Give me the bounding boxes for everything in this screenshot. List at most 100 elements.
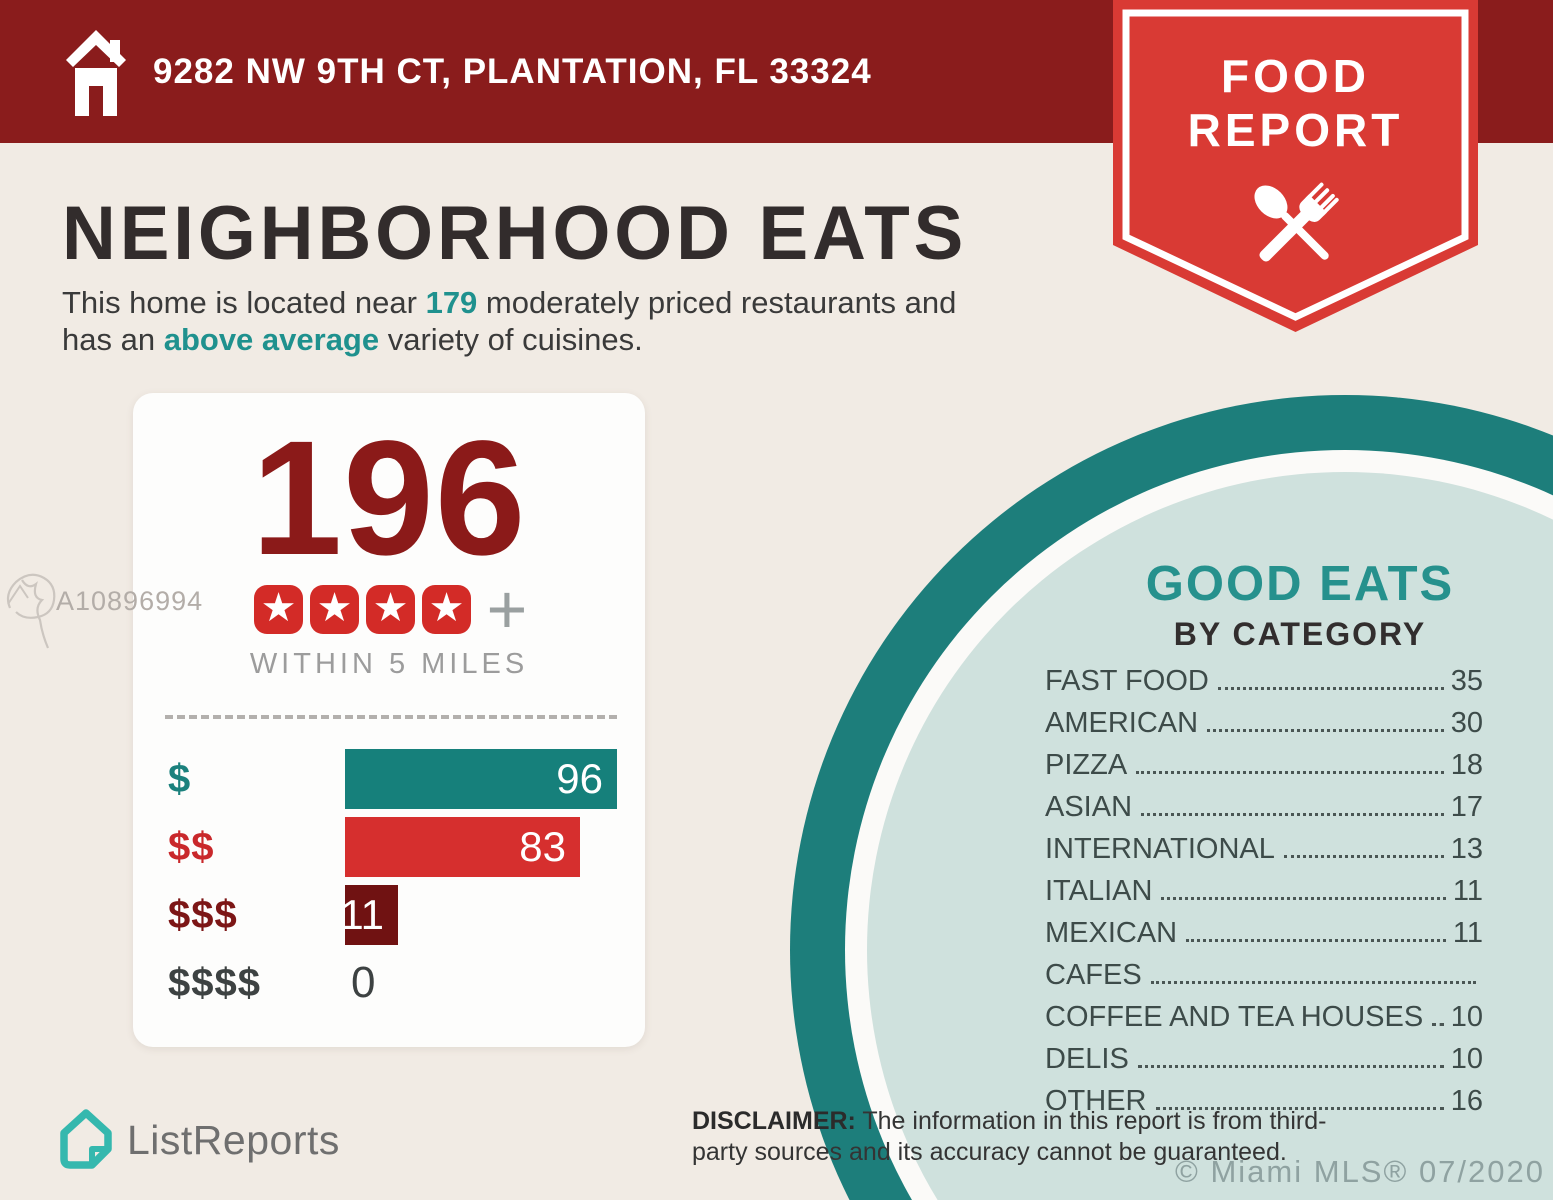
radius-label: WITHIN 5 MILES xyxy=(249,648,529,680)
star-icon: ★ xyxy=(366,585,416,634)
category-value: 10 xyxy=(1450,1043,1483,1075)
intro-part4: variety of cuisines. xyxy=(379,322,643,357)
category-label: INTERNATIONAL xyxy=(1045,833,1275,865)
bar-value: 96 xyxy=(556,755,603,802)
intro-part2: moderately priced restaurants and xyxy=(477,285,957,320)
category-value: 11 xyxy=(1452,875,1483,907)
bar-fill: 83 xyxy=(345,817,580,877)
category-row: PIZZA 18 xyxy=(1045,750,1483,780)
price-tier-label: $ xyxy=(168,756,192,801)
category-label: DELIS xyxy=(1045,1043,1129,1075)
restaurant-total-count: 196 xyxy=(251,406,527,589)
price-row: $$$ 11 xyxy=(168,885,617,945)
category-label: COFFEE AND TEA HOUSES xyxy=(1045,1001,1424,1033)
goodeats-title: GOOD EATS xyxy=(1145,557,1455,611)
price-row: $$ 83 xyxy=(168,817,617,877)
restaurant-summary-card: 196 ★ ★ ★ ★ + WITHIN 5 MILES $96 $$ 83 $$$ 11 $$… xyxy=(133,393,645,1047)
bar-zone: 0 xyxy=(345,953,617,1013)
disclaimer-label: DISCLAIMER: xyxy=(692,1107,856,1135)
category-row: FAST FOOD 35 xyxy=(1045,666,1483,696)
listreports-logo-text: ListReports xyxy=(127,1116,340,1163)
dotted-leader xyxy=(1207,729,1444,732)
category-value: 17 xyxy=(1450,791,1483,823)
category-row: DELIS 10 xyxy=(1045,1044,1483,1074)
price-row: $96 xyxy=(168,749,617,809)
star-icon: ★ xyxy=(254,585,304,634)
listreports-logo: ListReports xyxy=(58,1108,340,1172)
category-label: MEXICAN xyxy=(1045,917,1178,949)
page-title: NEIGHBORHOOD EATS xyxy=(62,191,968,276)
dotted-leader xyxy=(1217,687,1444,690)
property-address: 9282 NW 9TH CT, PLANTATION, FL 33324 xyxy=(153,51,872,91)
dotted-leader xyxy=(1432,1023,1444,1026)
category-label: AMERICAN xyxy=(1045,707,1199,739)
home-icon xyxy=(66,30,126,116)
dotted-leader xyxy=(1137,1065,1444,1068)
category-value: 13 xyxy=(1450,833,1483,865)
category-label: OTHER xyxy=(1045,1085,1147,1117)
dotted-leader xyxy=(1161,897,1446,900)
rating-plus: + xyxy=(486,570,528,648)
mls-watermark-sketch xyxy=(6,573,56,649)
category-value: 30 xyxy=(1450,707,1483,739)
intro-part1: This home is located near xyxy=(62,285,426,320)
mls-credit-watermark: © Miami MLS® 07/2020 xyxy=(1175,1154,1545,1189)
intro-part3: has an xyxy=(62,322,164,357)
price-tier-label: $$ xyxy=(168,824,215,869)
price-tier-label: $$$ xyxy=(168,892,238,937)
star-icon: ★ xyxy=(422,585,472,634)
bar-value: 11 xyxy=(340,891,384,938)
category-row: INTERNATIONAL 13 xyxy=(1045,834,1483,864)
card-divider xyxy=(165,715,617,719)
bar-value: 83 xyxy=(519,823,566,870)
food-report-ribbon: FOOD REPORT xyxy=(1113,0,1478,332)
category-row: MEXICAN 11 xyxy=(1045,918,1483,948)
dotted-leader xyxy=(1136,771,1444,774)
bar-zone: 83 xyxy=(345,817,617,877)
category-label: PIZZA xyxy=(1045,749,1128,781)
dotted-leader xyxy=(1155,1107,1444,1110)
rating-row: ★ ★ ★ ★ + xyxy=(133,570,645,648)
intro-highlight: above average xyxy=(163,322,380,357)
intro-paragraph: This home is located near 179 moderately… xyxy=(62,284,1122,358)
category-label: ASIAN xyxy=(1045,791,1133,823)
dotted-leader xyxy=(1141,813,1444,816)
price-chart: $96 $$ 83 $$$ 11 $$$$ 0 xyxy=(133,749,645,1013)
disclaimer-text: The information in this report is from t… xyxy=(692,1107,1327,1166)
bar-fill: 11 xyxy=(340,885,398,945)
category-value: 18 xyxy=(1450,749,1483,781)
category-list: FAST FOOD 35 AMERICAN 30 PIZZA 18 ASIAN 17 INTER… xyxy=(1045,666,1483,1128)
category-label: ITALIAN xyxy=(1045,875,1153,907)
bar-fill: 96 xyxy=(345,749,617,809)
bar-zone: 11 xyxy=(340,885,617,945)
dotted-leader xyxy=(1283,855,1444,858)
category-row: CAFES xyxy=(1045,960,1483,990)
mls-id-watermark: A10896994 xyxy=(56,586,204,616)
intro-count: 179 xyxy=(425,285,478,320)
dotted-leader xyxy=(1186,939,1446,942)
bar-value-zero: 0 xyxy=(351,958,376,1007)
spoon-fork-icon xyxy=(1254,182,1339,262)
category-row: COFFEE AND TEA HOUSES 10 xyxy=(1045,1002,1483,1032)
price-row: $$$$ 0 xyxy=(168,953,617,1013)
listreports-icon xyxy=(60,1109,112,1169)
category-row: ITALIAN 11 xyxy=(1045,876,1483,906)
disclaimer: DISCLAIMER: The information in this repo… xyxy=(692,1106,1350,1168)
goodeats-subtitle: BY CATEGORY xyxy=(1173,616,1427,652)
goodeats-heading: GOOD EATS BY CATEGORY xyxy=(1075,556,1525,653)
ribbon-line1: FOOD xyxy=(1221,50,1370,102)
category-row: AMERICAN 30 xyxy=(1045,708,1483,738)
category-row: ASIAN 17 xyxy=(1045,792,1483,822)
rating-stars: ★ ★ ★ ★ xyxy=(251,585,475,634)
category-label: CAFES xyxy=(1045,959,1142,991)
dotted-leader xyxy=(1150,981,1476,984)
price-tier-label: $$$$ xyxy=(168,960,261,1005)
category-label: FAST FOOD xyxy=(1045,665,1209,697)
star-icon: ★ xyxy=(310,585,360,634)
ribbon-line2: REPORT xyxy=(1188,104,1404,156)
category-value: 10 xyxy=(1450,1001,1483,1033)
category-value: 16 xyxy=(1450,1085,1483,1117)
bar-zone: 96 xyxy=(345,749,617,809)
category-row: OTHER 16 xyxy=(1045,1086,1483,1116)
